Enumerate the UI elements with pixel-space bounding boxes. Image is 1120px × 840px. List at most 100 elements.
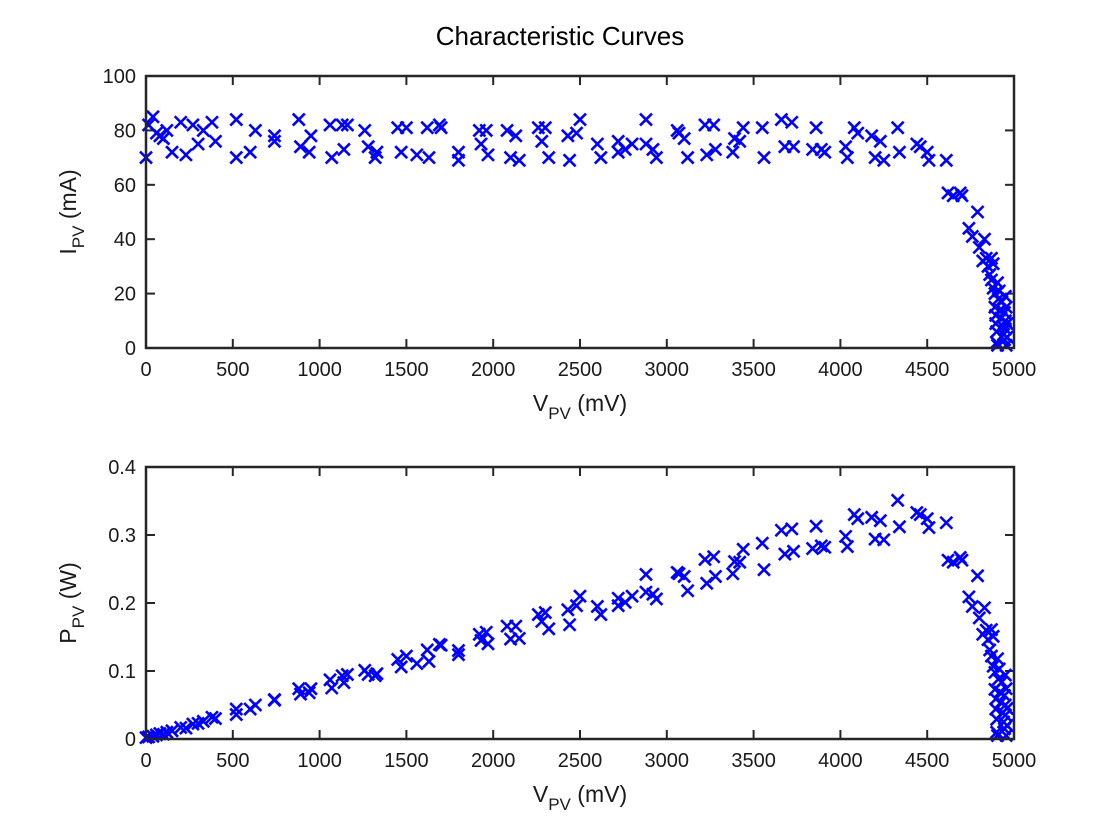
iv-data-point [850,126,865,141]
pv-data-point [840,539,855,554]
pv-y-tick-label: 0.3 [108,525,136,547]
iv-data-point [451,153,466,168]
pv-data-point [390,652,405,667]
iv-data-point [512,153,527,168]
iv-data-point [706,118,721,132]
pv-data-point [639,567,653,582]
pv-data-point [805,541,820,556]
iv-data-point [868,150,883,165]
pv-data-point [304,681,318,696]
iv-data-point [970,205,985,219]
iv-data-point [534,134,549,149]
pv-data-point [324,681,339,695]
iv-data-point [573,112,587,127]
pv-data-point [248,698,263,712]
iv-data-point [999,300,1014,315]
iv-data-point [961,221,976,236]
iv-data-point [922,153,936,168]
power-voltage-axes: 0 500 1000 1500 2000 2500 3000 3500 4000 4500 5000… [55,457,1036,814]
pv-data-point [573,589,587,604]
pv-data-point [922,520,936,535]
iv-data-point [562,153,577,168]
iv-data-point [784,115,799,130]
iv-data-point [302,145,317,160]
iv-data-point [541,150,556,165]
pv-data-point [727,554,742,569]
iv-data-point [939,153,954,168]
pv-data-point [229,702,244,716]
iv-data-point [890,120,905,135]
pv-data-point [173,720,188,735]
pv-data-point [179,721,193,736]
pv-data-point [965,599,980,614]
pv-data-point [420,643,435,657]
iv-data-point [786,139,801,154]
iv-data-point [1000,330,1014,345]
pv-data-point [890,493,905,508]
pv-x-tick-label: 3000 [645,750,690,772]
iv-data-point [972,240,987,255]
figure-title: Characteristic Curves [436,21,685,51]
pv-x-tick-label: 1500 [384,750,429,772]
iv-x-tick-label: 3500 [731,359,776,381]
pv-data-point [998,668,1013,682]
iv-data-point [998,289,1013,304]
iv-data-point [361,139,376,154]
pv-data-point [680,583,695,598]
pv-data-point [165,723,179,738]
pv-data-point [755,536,770,551]
pv-data-point [481,636,495,651]
iv-data-point [369,145,384,160]
iv-data-point [680,150,695,165]
pv-data-point [986,629,1001,644]
pv-x-tick-label: 1000 [297,750,342,772]
iv-y-tick-label: 20 [114,284,136,306]
current-voltage-axes: 0 500 1000 1500 2000 2500 3000 3500 4000 4500 5000… [55,66,1036,423]
iv-data-point [649,150,664,165]
iv-data-point [965,229,980,244]
iv-data-point [156,131,171,146]
pv-data-point [994,674,1009,689]
iv-axes-frame [144,74,1016,350]
pv-data-point [970,568,985,583]
pv-data-point [972,611,987,625]
pv-y-tick-label: 0.4 [108,457,136,479]
pv-data-point [208,711,223,726]
pv-x-tick-label: 4500 [905,750,950,772]
pv-data-point [399,649,414,663]
pv-y-tick-label: 0 [125,729,136,751]
pv-data-point [369,666,384,681]
iv-y-tick-label: 0 [125,338,136,360]
iv-data-point [293,139,308,154]
iv-data-point [185,118,200,132]
pv-data-point [708,569,723,584]
iv-data-point [892,145,907,160]
pv-x-tick-label: 3500 [731,750,776,772]
iv-data-point [1000,316,1014,331]
iv-data-point [420,120,435,135]
pv-data-point [699,576,714,591]
iv-data-point [481,147,495,162]
iv-data-point [508,128,523,143]
iv-x-tick-label: 0 [140,359,151,381]
iv-x-tick-label: 2000 [471,359,516,381]
pv-data-point [939,515,954,530]
pv-data-point [649,592,664,606]
pv-data-point [961,589,976,604]
pv-axes-frame [144,465,1016,741]
iv-data-point [755,120,770,135]
iv-data-point [179,147,193,162]
iv-data-point [774,112,789,127]
iv-data-point [243,145,258,160]
iv-data-point [817,145,832,160]
iv-data-point [479,123,494,138]
iv-data-point [569,126,584,141]
pv-data-point [196,714,211,729]
pv-data-point [336,675,351,690]
pv-data-point [451,643,466,658]
iv-data-point [864,128,879,143]
iv-data-point [399,120,414,135]
pv-data-point [508,619,523,634]
iv-data-point [394,145,409,160]
pv-data-point [560,602,575,617]
